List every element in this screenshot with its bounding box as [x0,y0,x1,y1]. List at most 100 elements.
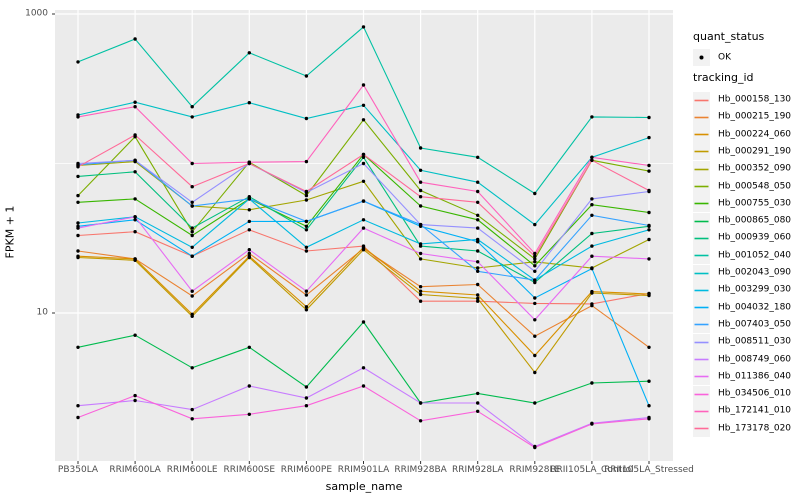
data-point [361,83,366,87]
data-point [304,308,309,312]
legend-key-line [693,385,710,403]
data-point [304,219,309,224]
data-point [590,422,594,426]
data-point [133,215,137,219]
legend-item-label: Hb_000158_130 [718,94,792,105]
data-point [533,278,537,282]
data-point [533,191,537,196]
data-point [590,231,594,236]
data-point [247,219,251,224]
data-point [361,320,366,324]
legend-item: Hb_000352_090 [690,160,800,178]
legend-item: Hb_008511_030 [690,333,800,351]
data-point [476,269,480,273]
x-tick-label: RRIM600SE [223,465,276,475]
legend-key-line [693,143,710,161]
data-point [361,218,366,222]
data-point [190,233,194,238]
data-point [361,384,366,388]
data-point [418,251,423,256]
legend-key-line [693,126,710,144]
data-point [361,118,366,122]
y-tick-label: 10 [36,307,48,318]
data-point [361,152,366,157]
data-point [533,264,537,268]
data-point [190,254,194,258]
legend-item: Hb_007403_050 [690,316,800,334]
data-point [476,391,480,396]
x-tick-label: RRIM600LA [109,465,161,475]
data-point [304,249,309,253]
legend-item-label: OK [718,52,731,62]
data-point [476,266,480,270]
data-point [533,445,537,450]
data-point [418,292,423,297]
data-point [190,204,194,208]
data-point [304,293,309,297]
data-point [76,161,80,166]
legend-item: Hb_008749_060 [690,351,800,368]
data-point [133,398,137,403]
x-axis-title: sample_name [325,480,403,493]
data-point [304,193,309,198]
data-point [590,254,594,258]
data-point [304,74,309,78]
line-swatch-icon [694,185,709,188]
y-tick-label: 1000 [25,8,48,19]
data-point [133,230,137,234]
data-point [190,105,194,109]
legend-item: Hb_034506_010 [690,385,800,403]
data-point [133,393,137,398]
data-point [590,303,594,308]
legend-item-label: Hb_003299_030 [718,284,792,295]
line-swatch-icon [694,393,709,395]
data-point [418,419,423,423]
data-point [533,257,537,261]
legend-item-label: Hb_000939_060 [718,232,792,243]
data-point [647,163,651,168]
legend-key-line [693,91,710,109]
data-point [304,289,309,293]
data-point [533,296,537,300]
x-tick-label: RRIM901LA [337,465,390,475]
x-tick-label: RRII105LA_Control [550,465,634,475]
data-point [590,381,594,385]
data-point [190,226,194,230]
data-point [133,218,137,222]
data-point [361,155,366,159]
legend-item-label: Hb_008511_030 [718,336,792,347]
data-point [247,101,251,105]
legend-item: Hb_000224_060 [690,126,800,144]
x-tick-label: RRIM928BA [394,465,447,475]
data-point [133,333,137,337]
legend-item: Hb_173178_020 [690,420,800,438]
data-point [418,285,423,289]
data-point [247,255,251,260]
data-point [190,185,194,189]
line-swatch-icon [694,306,709,309]
data-point [476,296,480,301]
data-point [361,179,366,183]
data-point [418,204,423,208]
data-point [304,385,309,389]
data-point [418,180,423,184]
data-point [476,282,480,287]
data-point [76,345,80,349]
data-point [304,189,309,194]
legend-item-label: Hb_004032_180 [718,302,792,313]
data-point [533,251,537,256]
line-swatch-icon [694,99,709,101]
data-point [361,245,366,249]
data-point [190,115,194,119]
line-swatch-icon [694,220,709,222]
data-point [247,412,251,416]
legend-title-quant-status: quant_status [693,30,765,43]
data-point [418,195,423,199]
data-point [247,251,251,256]
line-swatch-icon [694,116,709,119]
data-point [247,248,251,252]
data-point [133,105,137,109]
data-point [361,226,366,230]
legend-key-line [693,178,710,195]
data-point [76,115,80,119]
